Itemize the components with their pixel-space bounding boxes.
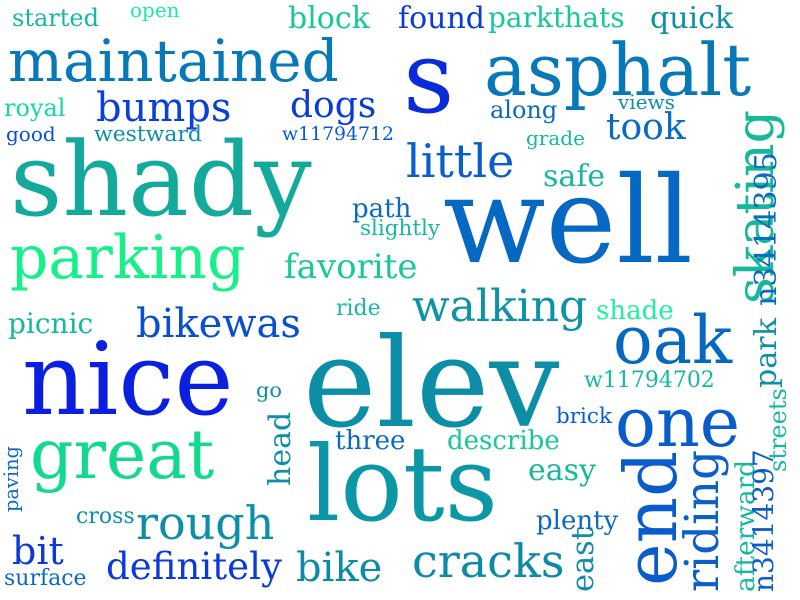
word-took: took — [606, 107, 686, 148]
word-parkthats: parkthats — [488, 1, 625, 34]
word-bike: bike — [296, 545, 383, 591]
word-n3414395: n3414395 — [749, 152, 784, 306]
word-riding: riding — [676, 450, 730, 592]
word-royal: royal — [4, 94, 66, 122]
word-lots: lots — [307, 423, 499, 545]
word-well: well — [443, 152, 693, 291]
word-three: three — [335, 426, 406, 456]
word-picnic: picnic — [8, 307, 94, 340]
word-shade: shade — [596, 296, 674, 326]
word-favorite: favorite — [284, 247, 418, 287]
word-started: started — [12, 4, 99, 32]
word-cross: cross — [76, 504, 135, 529]
word-maintained: maintained — [8, 27, 339, 95]
word-bit: bit — [12, 529, 64, 573]
word-great: great — [30, 416, 215, 495]
word-park: park — [749, 318, 784, 388]
word-ride: ride — [336, 296, 381, 321]
word-describe: describe — [447, 426, 560, 456]
word-little: little — [406, 134, 515, 188]
word-paving: paving — [0, 446, 23, 512]
word-east: east — [566, 528, 601, 592]
word-definitely: definitely — [106, 545, 282, 588]
word-good: good — [6, 122, 56, 146]
word-plenty: plenty — [536, 506, 619, 536]
word-path: path — [352, 194, 412, 224]
word-dogs: dogs — [290, 85, 377, 126]
word-nice: nice — [22, 321, 234, 438]
word-open: open — [130, 0, 180, 22]
word-safe: safe — [543, 159, 606, 194]
word-streets: streets — [764, 388, 792, 472]
word-block: block — [288, 1, 370, 36]
word-head: head — [263, 411, 298, 486]
word-cracks: cracks — [412, 534, 565, 588]
word-one: one — [615, 384, 740, 463]
word-slightly: slightly — [360, 216, 440, 241]
word-oak: oak — [613, 302, 733, 379]
word-westward: westward — [94, 122, 202, 147]
word-surface: surface — [4, 566, 87, 591]
word-s: s — [403, 19, 455, 136]
word-rough: rough — [136, 496, 275, 550]
word-easy: easy — [528, 453, 596, 488]
word-quick: quick — [650, 1, 734, 36]
word-bikewas: bikewas — [136, 301, 301, 347]
word-shady: shady — [10, 121, 312, 240]
word-walking: walking — [412, 281, 588, 332]
word-along: along — [490, 96, 558, 124]
word-parking: parking — [10, 223, 246, 293]
word-asphalt: asphalt — [484, 28, 752, 112]
word-grade: grade — [526, 126, 585, 150]
word-w11794712: w11794712 — [282, 124, 394, 145]
word-w11794702: w11794702 — [584, 368, 715, 393]
word-go: go — [256, 378, 282, 402]
word-brick: brick — [556, 404, 612, 429]
word-elev: elev — [303, 312, 560, 456]
word-views: views — [618, 90, 675, 114]
word-bumps: bumps — [96, 85, 232, 131]
word-found: found — [398, 1, 486, 36]
